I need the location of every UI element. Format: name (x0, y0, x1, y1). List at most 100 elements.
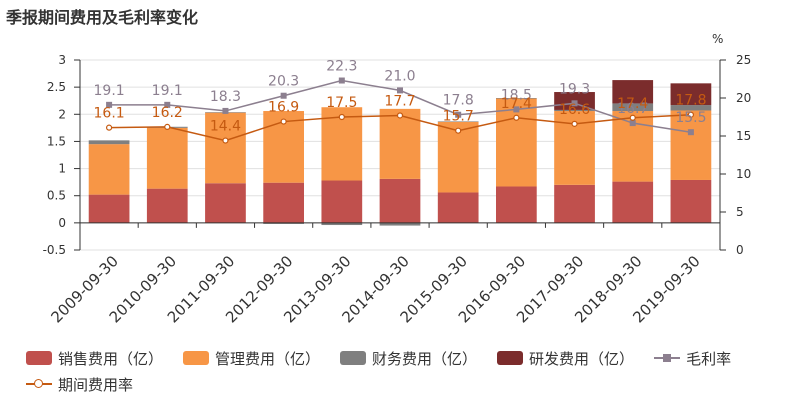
left-tick-label: 1.5 (47, 134, 66, 148)
legend-label-sales: 销售费用（亿） (58, 349, 164, 368)
marker-1-3 (280, 118, 287, 125)
data-label-1-6: 15.7 (443, 109, 474, 125)
marker-0-3 (280, 92, 287, 99)
data-label-1-5: 17.7 (384, 93, 415, 109)
data-label-0-9: 16.7 (617, 101, 648, 117)
left-tick-label: 3 (58, 53, 66, 67)
data-label-0-6: 17.8 (443, 93, 474, 109)
marker-1-4 (338, 113, 345, 121)
marker-0-2 (222, 107, 229, 114)
legend-item-admin[interactable]: 管理费用（亿） (183, 348, 320, 369)
marker-1-7 (513, 114, 520, 121)
bar-0-7 (496, 186, 537, 223)
right-tick-label: 5 (736, 205, 744, 219)
bar-3-10 (670, 83, 712, 106)
left-tick-label: -0.5 (43, 243, 66, 257)
bar-1-0 (88, 144, 130, 195)
bar-0-3 (263, 182, 304, 223)
marker-1-10 (687, 111, 695, 118)
right-tick-label: 20 (736, 91, 751, 105)
data-label-0-5: 21.0 (384, 68, 415, 84)
legend-row-1: 销售费用（亿） 管理费用（亿） 财务费用（亿） 研发费用（亿） 毛利率 (26, 345, 796, 371)
legend-label-finance: 财务费用（亿） (372, 349, 478, 368)
legend-swatch-admin (183, 351, 210, 365)
bar-2-10 (670, 105, 712, 111)
data-label-0-10: 15.5 (675, 110, 706, 126)
bar-1-1 (146, 127, 188, 189)
legend-swatch-gross-margin (654, 351, 681, 365)
legend: 销售费用（亿） 管理费用（亿） 财务费用（亿） 研发费用（亿） 毛利率 期间费用… (26, 345, 796, 397)
legend-swatch-finance (340, 351, 367, 365)
marker-1-8 (571, 120, 578, 127)
legend-label-admin: 管理费用（亿） (215, 349, 321, 368)
legend-swatch-rnd (497, 351, 524, 365)
bar-1-10 (670, 110, 712, 180)
left-tick-label: 2 (58, 107, 66, 121)
bar-0-5 (379, 178, 421, 223)
marker-1-1 (164, 123, 171, 130)
legend-item-expense-ratio[interactable]: 期间费用率 (26, 374, 133, 395)
marker-0-0 (106, 101, 113, 108)
data-label-1-8: 16.6 (559, 102, 590, 118)
right-tick-label: 10 (736, 167, 751, 181)
bar-0-4 (321, 180, 363, 223)
legend-item-finance[interactable]: 财务费用（亿） (340, 348, 477, 369)
bar-0-1 (146, 188, 188, 223)
labels: 19.1 19.1 18.3 20.3 22.3 21.0 17.8 18.5 19.3 16.7… (94, 59, 707, 135)
bar-0-0 (88, 194, 130, 223)
legend-item-rnd[interactable]: 研发费用（亿） (497, 348, 634, 369)
marker-0-1 (164, 101, 171, 108)
lines (105, 77, 695, 144)
bar-0-2 (205, 183, 246, 223)
bar-0-9 (612, 181, 654, 223)
left-tick-label: 2.5 (47, 80, 66, 94)
marker-0-7 (513, 106, 520, 113)
bar-1-2 (205, 112, 246, 184)
bar-0-8 (554, 184, 595, 223)
chart: -0.500.511.522.530510152025%2009-09-3020… (43, 32, 752, 326)
data-label-0-8: 19.3 (559, 81, 590, 97)
bar-2-7 (496, 98, 537, 99)
marker-1-0 (105, 124, 113, 131)
bar-0-6 (437, 192, 479, 223)
legend-label-expense-ratio: 期间费用率 (58, 375, 134, 394)
bar-2-0 (88, 140, 130, 145)
left-tick-label: 0 (58, 216, 66, 230)
legend-item-sales[interactable]: 销售费用（亿） (26, 348, 163, 369)
right-tick-label: 15 (736, 129, 751, 143)
data-label-0-4: 22.3 (326, 59, 357, 75)
bar-3-9 (612, 80, 654, 104)
legend-swatch-sales (26, 351, 52, 365)
data-label-0-2: 18.3 (210, 89, 241, 105)
data-label-1-3: 16.9 (268, 100, 299, 116)
bar-0-10 (670, 179, 712, 223)
right-axis-unit: % (712, 32, 723, 46)
data-label-1-2: 14.4 (210, 119, 241, 135)
marker-1-2 (222, 137, 229, 144)
right-tick-label: 0 (736, 243, 744, 257)
data-label-1-7: 17.4 (501, 96, 532, 112)
data-label-0-3: 20.3 (268, 74, 299, 90)
marker-0-4 (338, 77, 345, 84)
legend-swatch-expense-ratio (26, 377, 52, 391)
bar-2-5 (379, 222, 421, 226)
marker-0-9 (629, 120, 636, 127)
marker-1-5 (396, 112, 404, 119)
left-tick-label: 1 (58, 162, 66, 176)
data-label-0-7: 18.5 (501, 87, 532, 103)
data-label-1-1: 16.2 (152, 105, 183, 121)
page-title: 季报期间费用及毛利率变化 (6, 8, 199, 27)
marker-0-6 (455, 111, 462, 118)
bar-2-4 (321, 222, 363, 226)
bar-1-5 (379, 108, 421, 179)
marker-1-6 (455, 127, 462, 134)
data-label-0-0: 19.1 (94, 83, 125, 99)
data-label-1-4: 17.5 (326, 95, 357, 111)
bar-2-3 (263, 222, 304, 224)
legend-label-rnd: 研发费用（亿） (529, 349, 635, 368)
marker-0-5 (397, 87, 403, 94)
bar-2-8 (554, 109, 595, 112)
bar-1-7 (496, 98, 537, 187)
legend-item-gross-margin[interactable]: 毛利率 (654, 348, 731, 369)
data-label-0-1: 19.1 (152, 83, 183, 99)
